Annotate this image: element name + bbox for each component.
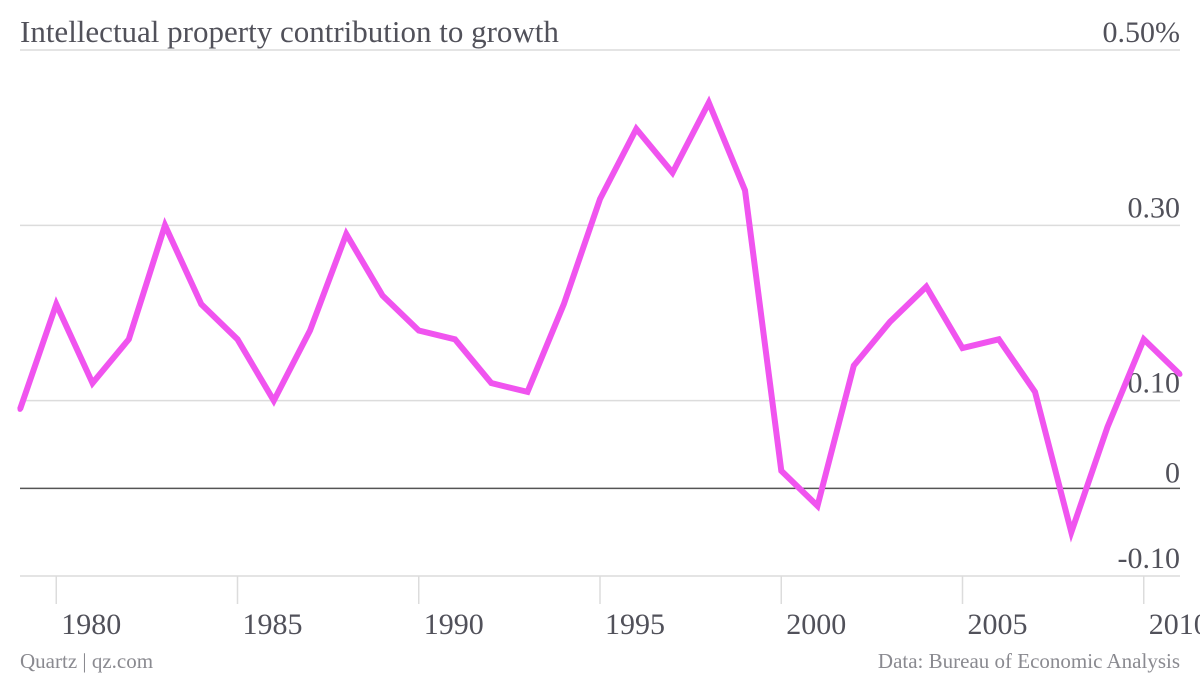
x-tick-label: 1990 bbox=[424, 608, 484, 641]
data-point bbox=[960, 345, 965, 351]
x-tick-label: 1995 bbox=[605, 608, 665, 641]
data-point bbox=[706, 100, 712, 106]
data-point bbox=[851, 363, 857, 369]
data-point bbox=[887, 319, 893, 325]
x-axis-labels: 1980 1985 1990 1995 2000 2005 2010 bbox=[61, 608, 1200, 641]
x-tick-label: 2000 bbox=[786, 608, 846, 641]
data-point bbox=[742, 187, 748, 193]
data-point bbox=[488, 380, 494, 386]
data-point bbox=[778, 468, 784, 474]
x-tick-label: 1985 bbox=[243, 608, 303, 641]
data-point bbox=[561, 301, 567, 307]
data-point bbox=[198, 301, 204, 307]
data-point bbox=[815, 503, 820, 509]
data-point bbox=[633, 126, 639, 132]
data-point bbox=[126, 336, 132, 342]
data-point bbox=[670, 170, 675, 176]
data-point bbox=[1105, 424, 1110, 430]
data-point bbox=[597, 196, 603, 202]
data-point bbox=[90, 380, 95, 386]
data-point bbox=[53, 301, 59, 307]
data-point bbox=[996, 336, 1002, 342]
y-tick-label: 0.50% bbox=[1103, 16, 1181, 49]
y-tick-label: 0.10 bbox=[1128, 367, 1181, 400]
series-group bbox=[17, 95, 1183, 543]
data-point bbox=[1177, 371, 1183, 377]
footer-source-right: Data: Bureau of Economic Analysis bbox=[878, 649, 1180, 673]
data-point bbox=[452, 336, 458, 342]
data-point bbox=[235, 336, 240, 342]
x-tick-label: 1980 bbox=[61, 608, 121, 641]
y-tick-label: 0.30 bbox=[1128, 191, 1181, 224]
gridlines bbox=[20, 49, 1180, 577]
data-point bbox=[923, 284, 929, 290]
data-point bbox=[525, 389, 530, 395]
data-point bbox=[162, 222, 168, 228]
y-tick-label: 0 bbox=[1165, 456, 1180, 489]
data-point bbox=[307, 328, 313, 334]
x-axis-ticks bbox=[55, 576, 1145, 604]
chart-title: Intellectual property contribution to gr… bbox=[20, 14, 559, 49]
footer-source-left: Quartz | qz.com bbox=[20, 649, 153, 673]
data-point bbox=[1141, 336, 1147, 342]
x-tick-label: 2010 bbox=[1149, 608, 1200, 641]
data-point bbox=[343, 231, 349, 237]
data-point bbox=[380, 292, 385, 298]
x-tick-label: 2005 bbox=[968, 608, 1028, 641]
series-line bbox=[17, 95, 1183, 543]
y-axis-labels: 0.50% 0.30 0.10 0 -0.10 bbox=[1103, 16, 1181, 575]
data-point bbox=[416, 328, 422, 334]
y-tick-label: -0.10 bbox=[1118, 542, 1181, 575]
data-point bbox=[1068, 529, 1074, 535]
data-point bbox=[271, 398, 277, 404]
data-point bbox=[17, 406, 23, 412]
data-point bbox=[1032, 389, 1038, 395]
